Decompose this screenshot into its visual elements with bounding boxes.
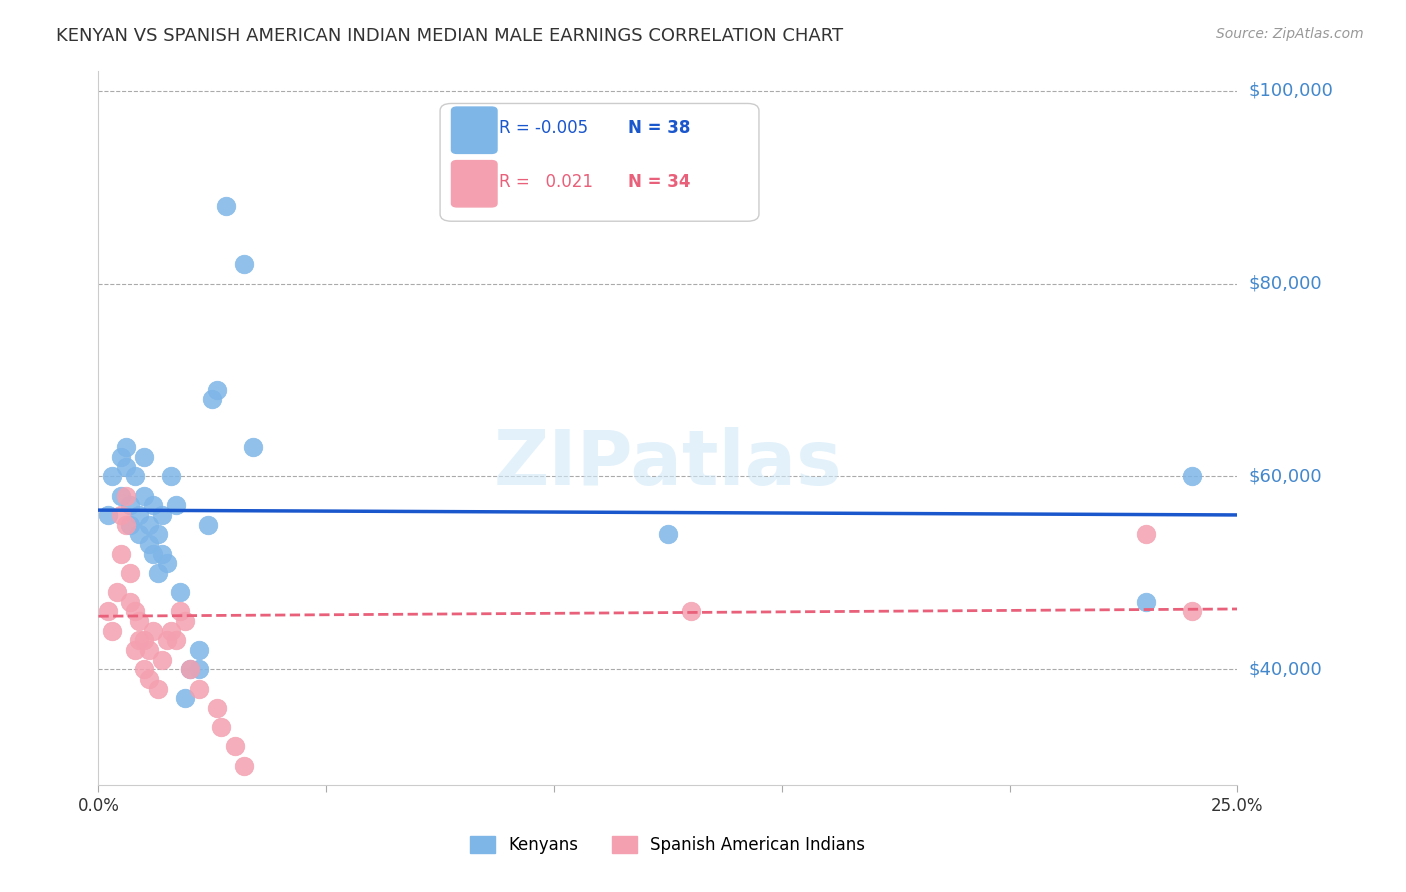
Text: N = 38: N = 38 — [628, 120, 690, 137]
Point — [187, 681, 209, 696]
FancyBboxPatch shape — [451, 107, 498, 153]
Point — [205, 701, 228, 715]
Point — [197, 517, 219, 532]
Point — [187, 662, 209, 676]
Point — [114, 441, 136, 455]
Point — [132, 662, 155, 676]
Point — [132, 450, 155, 464]
Point — [657, 527, 679, 541]
Text: R = -0.005: R = -0.005 — [499, 120, 589, 137]
Point — [110, 547, 132, 561]
Point — [1181, 604, 1204, 618]
Point — [114, 459, 136, 474]
Point — [110, 450, 132, 464]
Text: $100,000: $100,000 — [1249, 82, 1333, 100]
Point — [142, 498, 165, 512]
Point — [174, 614, 197, 628]
Point — [169, 604, 191, 618]
Point — [114, 517, 136, 532]
Point — [150, 547, 173, 561]
Text: ZIPatlas: ZIPatlas — [494, 427, 842, 500]
Text: Source: ZipAtlas.com: Source: ZipAtlas.com — [1216, 27, 1364, 41]
Legend: Kenyans, Spanish American Indians: Kenyans, Spanish American Indians — [463, 828, 873, 863]
Text: $80,000: $80,000 — [1249, 275, 1322, 293]
Text: $40,000: $40,000 — [1249, 660, 1322, 678]
Point — [209, 720, 232, 734]
Point — [128, 508, 150, 522]
Point — [114, 489, 136, 503]
Point — [187, 643, 209, 657]
Point — [124, 469, 146, 483]
Point — [160, 624, 183, 638]
Point — [101, 624, 124, 638]
Point — [120, 498, 142, 512]
Point — [179, 662, 201, 676]
Point — [105, 585, 128, 599]
Point — [96, 508, 118, 522]
Point — [101, 469, 124, 483]
Point — [201, 392, 224, 407]
Text: N = 34: N = 34 — [628, 173, 690, 191]
Point — [1135, 595, 1157, 609]
Text: R =   0.021: R = 0.021 — [499, 173, 593, 191]
FancyBboxPatch shape — [440, 103, 759, 221]
Point — [150, 652, 173, 666]
Point — [138, 672, 160, 686]
FancyBboxPatch shape — [451, 161, 498, 207]
Text: KENYAN VS SPANISH AMERICAN INDIAN MEDIAN MALE EARNINGS CORRELATION CHART: KENYAN VS SPANISH AMERICAN INDIAN MEDIAN… — [56, 27, 844, 45]
Point — [142, 547, 165, 561]
Point — [1181, 469, 1204, 483]
Point — [174, 691, 197, 706]
Point — [233, 758, 256, 772]
Point — [156, 633, 179, 648]
Point — [120, 595, 142, 609]
Point — [150, 508, 173, 522]
Point — [165, 633, 187, 648]
Point — [165, 498, 187, 512]
Point — [132, 489, 155, 503]
Point — [679, 604, 702, 618]
Point — [120, 517, 142, 532]
Point — [146, 681, 169, 696]
Point — [120, 566, 142, 580]
Point — [146, 527, 169, 541]
Point — [132, 633, 155, 648]
Point — [138, 517, 160, 532]
Point — [128, 527, 150, 541]
Point — [128, 614, 150, 628]
Point — [142, 624, 165, 638]
Point — [169, 585, 191, 599]
Point — [224, 739, 246, 754]
Point — [110, 489, 132, 503]
Point — [242, 441, 264, 455]
Point — [124, 604, 146, 618]
Point — [156, 556, 179, 570]
Point — [146, 566, 169, 580]
Point — [233, 257, 256, 271]
Point — [110, 508, 132, 522]
Point — [160, 469, 183, 483]
Point — [179, 662, 201, 676]
Point — [96, 604, 118, 618]
Point — [128, 633, 150, 648]
Point — [138, 537, 160, 551]
Point — [205, 383, 228, 397]
Text: $60,000: $60,000 — [1249, 467, 1322, 485]
Point — [215, 199, 238, 213]
Point — [138, 643, 160, 657]
Point — [124, 643, 146, 657]
Point — [1135, 527, 1157, 541]
